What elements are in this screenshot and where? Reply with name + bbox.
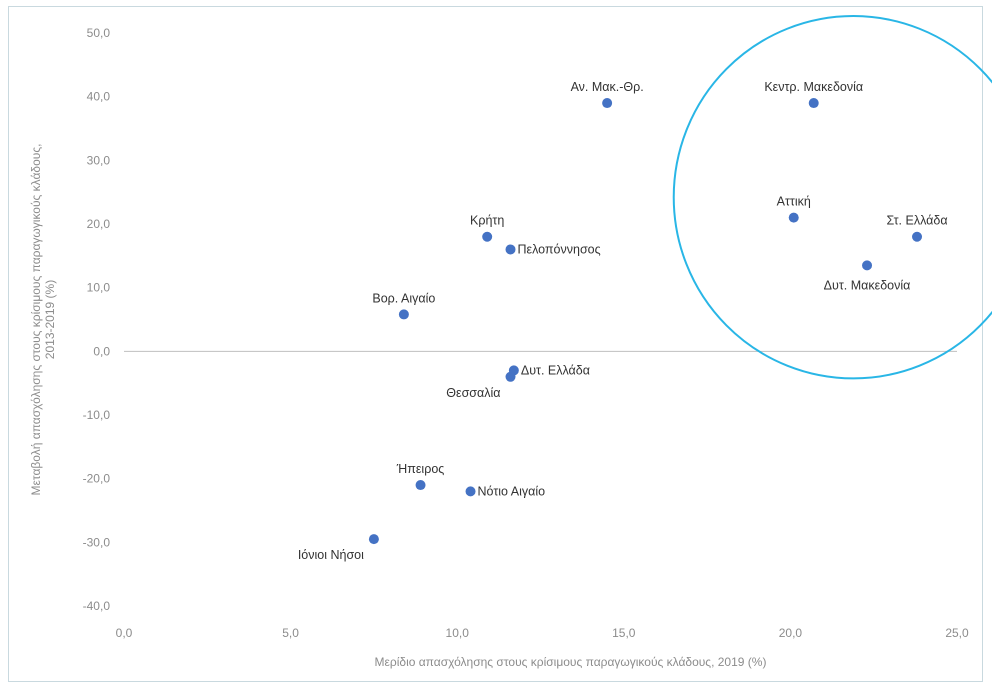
point-label: Δυτ. Ελλάδα (521, 363, 590, 377)
data-point (808, 98, 819, 109)
point-label: Ιόνιοι Νήσοι (298, 548, 364, 562)
point-label: Θεσσαλία (446, 386, 500, 400)
y-tick-label: 0,0 (93, 344, 110, 358)
highlight-ellipse (672, 15, 992, 380)
x-tick-label: 10,0 (446, 626, 470, 640)
point-label: Κεντρ. Μακεδονία (764, 80, 863, 94)
point-label: Κρήτη (470, 214, 504, 228)
data-point (505, 371, 516, 382)
y-tick-label: 30,0 (87, 153, 111, 167)
data-point (505, 244, 516, 255)
x-tick-label: 20,0 (779, 626, 803, 640)
point-label: Δυτ. Μακεδονία (824, 278, 911, 292)
data-point (482, 231, 493, 242)
y-tick-label: 40,0 (87, 90, 111, 104)
data-point (788, 212, 799, 223)
y-tick-label: 20,0 (87, 217, 111, 231)
chart-frame (8, 6, 983, 682)
point-label: Βορ. Αιγαίο (372, 291, 435, 305)
point-label: Πελοπόννησος (518, 242, 601, 256)
point-labels: Αν. Μακ.-Θρ. Κεντρ. Μακεδονία Αττική Στ. Ελ… (298, 80, 948, 562)
x-tick-label: 5,0 (282, 626, 299, 640)
x-tick-label: 15,0 (612, 626, 636, 640)
data-point (415, 480, 426, 491)
x-tick-label: 25,0 (945, 626, 969, 640)
point-label: Ήπειρος (396, 462, 445, 476)
point-label: Νότιο Αιγαίο (478, 484, 546, 498)
data-point (398, 309, 409, 320)
data-point (465, 486, 476, 497)
y-tick-label: -10,0 (83, 408, 111, 422)
data-point (368, 534, 379, 545)
x-axis-label: Μερίδιο απασχόλησης στους κρίσιμους παρα… (375, 655, 767, 669)
y-tick-label: -20,0 (83, 472, 111, 486)
point-label: Αττική (777, 195, 811, 209)
data-point (862, 260, 873, 271)
data-point (912, 231, 923, 242)
y-axis-ticks: 50,0 40,0 30,0 20,0 10,0 0,0 -10,0 -20,0 -30,0 -4… (83, 26, 111, 613)
y-tick-label: 50,0 (87, 26, 111, 40)
point-label: Αν. Μακ.-Θρ. (571, 80, 644, 94)
x-axis-ticks: 0,0 5,0 10,0 15,0 20,0 25,0 (116, 626, 969, 640)
y-tick-label: -30,0 (83, 535, 111, 549)
x-tick-label: 0,0 (116, 626, 133, 640)
y-tick-label: 10,0 (87, 281, 111, 295)
data-point (602, 98, 613, 109)
point-label: Στ. Ελλάδα (886, 214, 947, 228)
y-axis-label-line: 2013-2019 (%) (43, 280, 57, 359)
y-axis-label: Μεταβολή απασχόλησης στους κρίσιμους παρ… (29, 144, 57, 496)
y-tick-label: -40,0 (83, 599, 111, 613)
data-points (368, 98, 923, 545)
y-axis-label-line: Μεταβολή απασχόλησης στους κρίσιμους παρ… (29, 144, 43, 496)
